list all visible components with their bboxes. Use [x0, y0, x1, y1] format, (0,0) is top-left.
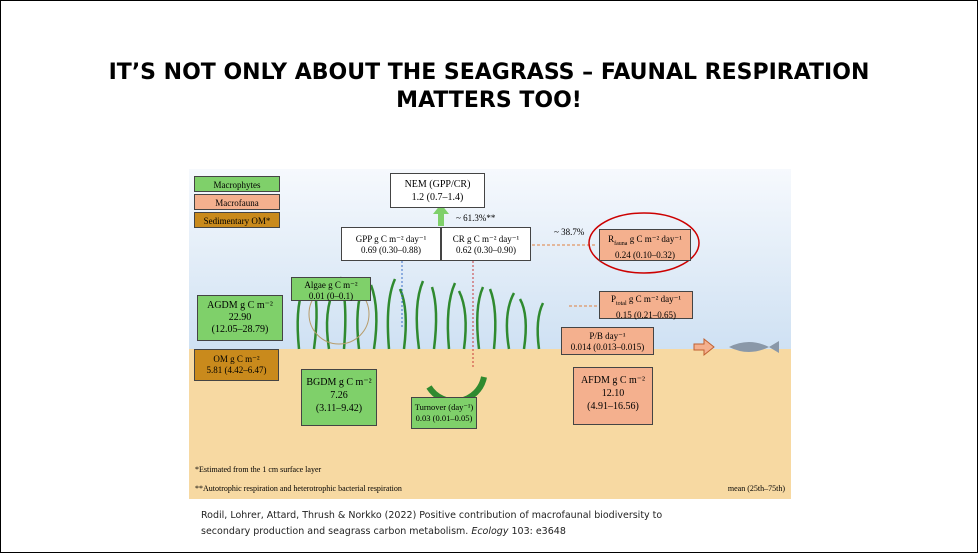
- stat-note: mean (25th–75th): [727, 484, 785, 493]
- symbol: R: [608, 234, 615, 244]
- journal: Ecology: [471, 526, 509, 537]
- label: Algae g C m⁻²: [304, 280, 358, 290]
- legend-item: Macrophytes: [194, 176, 280, 192]
- symbol: P: [610, 294, 616, 304]
- algae-box: Algae g C m⁻² 0.01 (0–0.1): [291, 277, 371, 301]
- legend-item: Macrofauna: [194, 194, 280, 210]
- citation: Rodil, Lohrer, Attard, Thrush & Norkko (…: [201, 508, 662, 540]
- afdm-box: AFDM g C m⁻² 12.10 (4.91–16.56): [573, 367, 653, 425]
- gpp-box: GPP g C m⁻² day⁻¹ 0.69 (0.30–0.88): [341, 227, 441, 261]
- label: AGDM g C m⁻²: [207, 300, 273, 311]
- value: 0.03 (0.01–0.05): [415, 413, 473, 423]
- seagrass: [296, 276, 545, 350]
- pb-box: P/B day⁻¹ 0.014 (0.013–0.015): [561, 327, 654, 355]
- subscript: total: [615, 300, 627, 307]
- label: Turnover (day⁻¹): [414, 402, 474, 412]
- range: (4.91–16.56): [587, 401, 639, 412]
- agdm-box: AGDM g C m⁻² 22.90 (12.05–28.79): [197, 295, 283, 341]
- value: 5.81 (4.42–6.47): [206, 365, 267, 375]
- production-arrow: [693, 337, 715, 357]
- bgdm-box: BGDM g C m⁻² 7.26 (3.11–9.42): [301, 369, 377, 426]
- share: ~ 38.7%: [554, 227, 585, 237]
- citation-text: 103: e3648: [508, 526, 566, 537]
- footnote: **Autotrophic respiration and heterotrop…: [195, 484, 402, 493]
- label: NEM (GPP/CR): [404, 179, 471, 190]
- range: (12.05–28.79): [211, 324, 269, 335]
- value: 0.15 (0.21–0.65): [616, 309, 676, 320]
- legend-item: Sedimentary OM*: [194, 212, 280, 228]
- label: AFDM g C m⁻²: [580, 375, 646, 386]
- nem-arrow: [433, 204, 449, 226]
- turnover-box: Turnover (day⁻¹) 0.03 (0.01–0.05): [411, 397, 477, 429]
- citation-text: secondary production and seagrass carbon…: [201, 526, 472, 537]
- value: 7.26: [330, 390, 348, 401]
- value: 0.01 (0–0.1): [308, 291, 354, 301]
- figure: Macrophytes Macrofauna Sedimentary OM* N…: [189, 169, 791, 499]
- sediment: [189, 349, 791, 499]
- title-line: IT’S NOT ONLY ABOUT THE SEAGRASS – FAUNA…: [108, 60, 870, 85]
- value: 0.014 (0.013–0.015): [570, 342, 645, 352]
- title-line: MATTERS TOO!: [396, 88, 582, 113]
- om-box: OM g C m⁻² 5.81 (4.42–6.47): [194, 349, 279, 381]
- value: 22.90: [228, 312, 252, 323]
- value: 12.10: [601, 388, 625, 399]
- label: OM g C m⁻²: [213, 354, 260, 364]
- unit: g C m⁻² day⁻¹: [626, 294, 682, 304]
- unit: g C m⁻² day⁻¹: [627, 234, 682, 244]
- rfauna-box: Rfauna g C m⁻² day⁻¹ 0.24 (0.10–0.32): [599, 229, 691, 261]
- ptotal-box: Ptotal g C m⁻² day⁻¹ 0.15 (0.21–0.65): [599, 291, 693, 320]
- subscript: fauna: [614, 240, 628, 247]
- footnote: *Estimated from the 1 cm surface layer: [195, 465, 322, 474]
- cr-box: CR g C m⁻² day⁻¹ 0.62 (0.30–0.90): [441, 227, 531, 261]
- highlight-ellipse: [588, 212, 700, 274]
- value: 0.62 (0.30–0.90): [456, 245, 516, 255]
- value: 0.69 (0.30–0.88): [361, 245, 421, 255]
- slide-title: IT’S NOT ONLY ABOUT THE SEAGRASS – FAUNA…: [1, 59, 977, 115]
- label: GPP g C m⁻² day⁻¹: [355, 234, 427, 244]
- fish: [729, 341, 779, 353]
- citation-line: Rodil, Lohrer, Attard, Thrush & Norkko (…: [201, 510, 663, 521]
- label: BGDM g C m⁻²: [306, 377, 372, 388]
- citation-line: secondary production and seagrass carbon…: [201, 524, 662, 540]
- range: (3.11–9.42): [315, 403, 363, 414]
- label: CR g C m⁻² day⁻¹: [452, 234, 520, 244]
- value: 0.24 (0.10–0.32): [615, 249, 675, 260]
- value: 1.2 (0.7–1.4): [411, 192, 464, 203]
- label: P/B day⁻¹: [589, 331, 626, 341]
- share: ~ 61.3%**: [456, 213, 496, 223]
- nem-box: NEM (GPP/CR) 1.2 (0.7–1.4): [390, 173, 485, 208]
